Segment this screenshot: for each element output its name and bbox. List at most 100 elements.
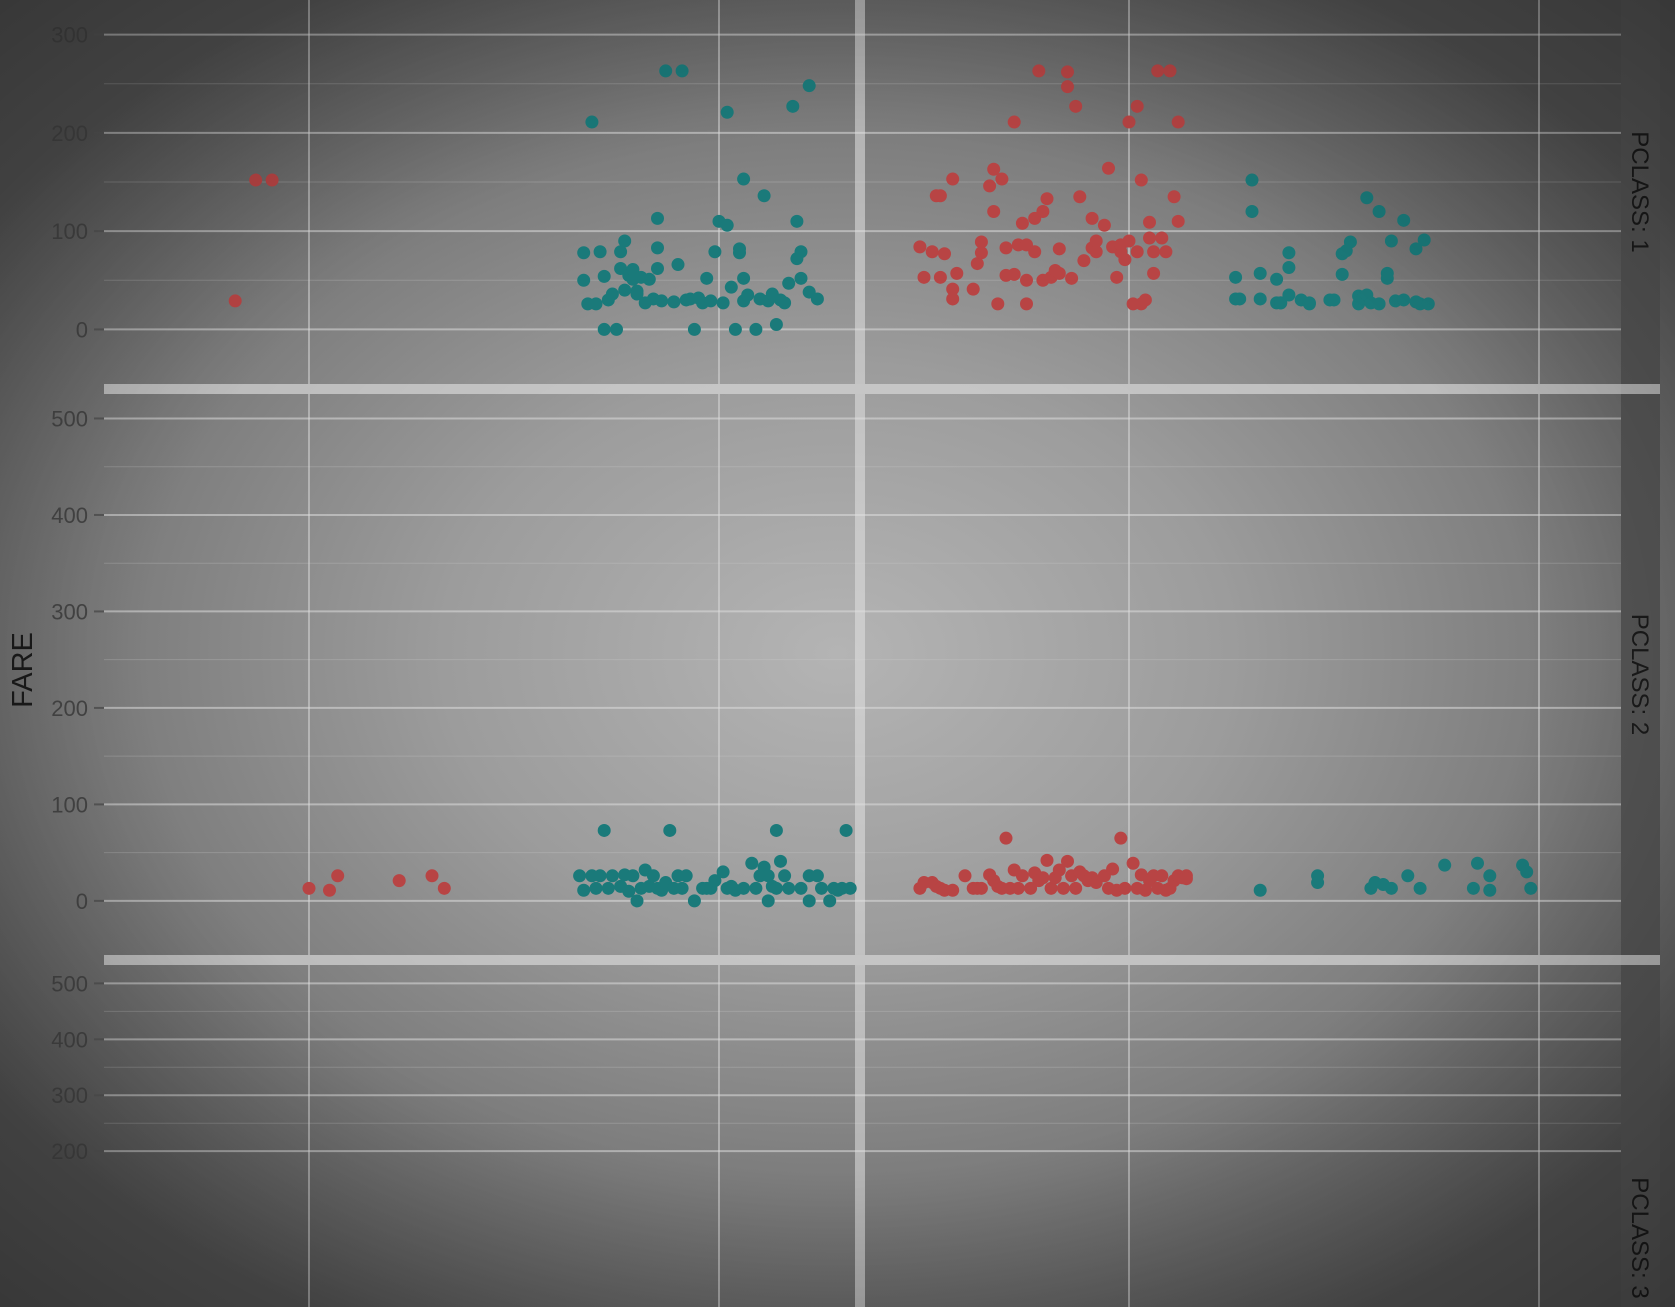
point-teal <box>577 273 591 287</box>
point-teal <box>1384 881 1398 895</box>
point-teal <box>1282 261 1296 275</box>
point-teal <box>630 287 644 301</box>
point-teal <box>810 869 824 883</box>
point-red <box>1130 245 1144 259</box>
point-teal <box>769 318 783 332</box>
point-teal <box>651 241 664 255</box>
point-red <box>966 282 980 296</box>
point-red <box>983 179 997 193</box>
point-teal <box>724 280 738 294</box>
point-red <box>1130 99 1144 113</box>
point-red <box>1007 115 1021 129</box>
point-teal <box>802 79 816 93</box>
point-red <box>913 240 927 254</box>
point-teal <box>601 881 615 895</box>
point-red <box>1052 266 1066 280</box>
point-teal <box>597 823 611 837</box>
point-teal <box>716 865 730 879</box>
point-red <box>1040 853 1054 867</box>
point-red <box>987 204 1001 218</box>
point-teal <box>593 245 607 259</box>
point-teal <box>577 246 591 260</box>
point-red <box>1024 881 1038 895</box>
point-red <box>946 292 960 306</box>
point-red <box>1065 271 1079 285</box>
point-red <box>1118 881 1132 895</box>
point-red <box>958 869 972 883</box>
point-teal <box>1438 858 1452 872</box>
strip-column-bg <box>1621 0 1660 1307</box>
point-teal <box>1335 267 1349 281</box>
point-red <box>437 881 451 895</box>
point-teal <box>1253 292 1267 306</box>
point-red <box>933 270 947 284</box>
panel-separator-vertical <box>855 394 865 955</box>
point-red <box>1151 64 1165 78</box>
point-teal <box>774 854 787 868</box>
point-teal <box>1302 297 1316 311</box>
point-red <box>970 257 984 271</box>
point-teal <box>1282 246 1296 260</box>
y-tick-label: 500 <box>51 406 88 431</box>
point-red <box>1044 881 1058 895</box>
point-teal <box>642 272 656 286</box>
point-teal <box>573 869 587 883</box>
point-teal <box>659 64 673 78</box>
point-teal <box>626 869 640 883</box>
panel-separator-vertical <box>855 0 865 384</box>
point-teal <box>1311 876 1325 890</box>
point-teal <box>757 189 771 203</box>
point-red <box>1159 245 1173 259</box>
point-teal <box>794 245 808 259</box>
point-teal <box>790 214 804 228</box>
point-teal <box>839 823 853 837</box>
y-tick-label: 200 <box>51 1139 88 1164</box>
gridlines <box>104 0 1660 1307</box>
point-red <box>1015 216 1029 230</box>
point-teal <box>794 881 808 895</box>
y-tick-label: 100 <box>51 219 88 244</box>
point-teal <box>1245 204 1259 218</box>
point-red <box>323 883 336 897</box>
point-red <box>974 235 988 249</box>
point-red <box>1114 831 1128 845</box>
point-teal <box>626 262 640 276</box>
point-teal <box>585 115 599 129</box>
point-teal <box>1483 869 1497 883</box>
point-teal <box>1253 266 1267 280</box>
point-teal <box>618 234 632 248</box>
point-teal <box>646 869 660 883</box>
point-red <box>392 874 406 888</box>
point-teal <box>737 271 751 285</box>
point-teal <box>1380 271 1394 285</box>
point-teal <box>733 242 746 256</box>
point-red <box>974 881 988 895</box>
point-red <box>925 245 939 259</box>
point-red <box>1122 115 1136 129</box>
point-teal <box>687 894 701 908</box>
point-teal <box>782 881 796 895</box>
point-teal <box>1327 293 1341 307</box>
point-red <box>1147 266 1161 280</box>
point-red <box>1110 270 1124 284</box>
y-tick-label: 200 <box>51 121 88 146</box>
point-red <box>1052 863 1066 877</box>
point-teal <box>786 99 800 113</box>
point-teal <box>704 294 718 308</box>
point-red <box>1061 80 1074 94</box>
y-tick-label: 300 <box>51 1083 88 1108</box>
y-tick-label: 300 <box>51 599 88 624</box>
point-teal <box>737 172 751 186</box>
point-teal <box>614 245 628 259</box>
point-red <box>1052 242 1066 256</box>
y-tick-label: 100 <box>51 792 88 817</box>
y-tick-label: 400 <box>51 503 88 528</box>
point-teal <box>782 276 796 290</box>
point-teal <box>1397 213 1411 227</box>
point-teal <box>651 261 664 275</box>
point-teal <box>794 271 808 285</box>
point-teal <box>667 295 681 309</box>
point-teal <box>605 287 619 301</box>
point-red <box>1147 245 1161 259</box>
